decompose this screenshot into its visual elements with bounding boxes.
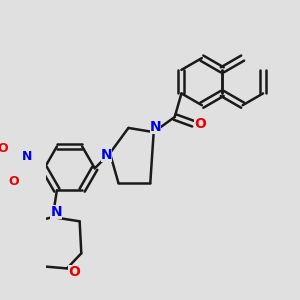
Text: O: O bbox=[0, 142, 8, 154]
Text: N: N bbox=[149, 120, 161, 134]
Text: N: N bbox=[21, 150, 32, 163]
Text: N: N bbox=[50, 205, 62, 219]
Text: O: O bbox=[194, 117, 206, 131]
Text: O: O bbox=[9, 175, 19, 188]
Text: N: N bbox=[101, 148, 112, 162]
Text: O: O bbox=[68, 265, 80, 279]
